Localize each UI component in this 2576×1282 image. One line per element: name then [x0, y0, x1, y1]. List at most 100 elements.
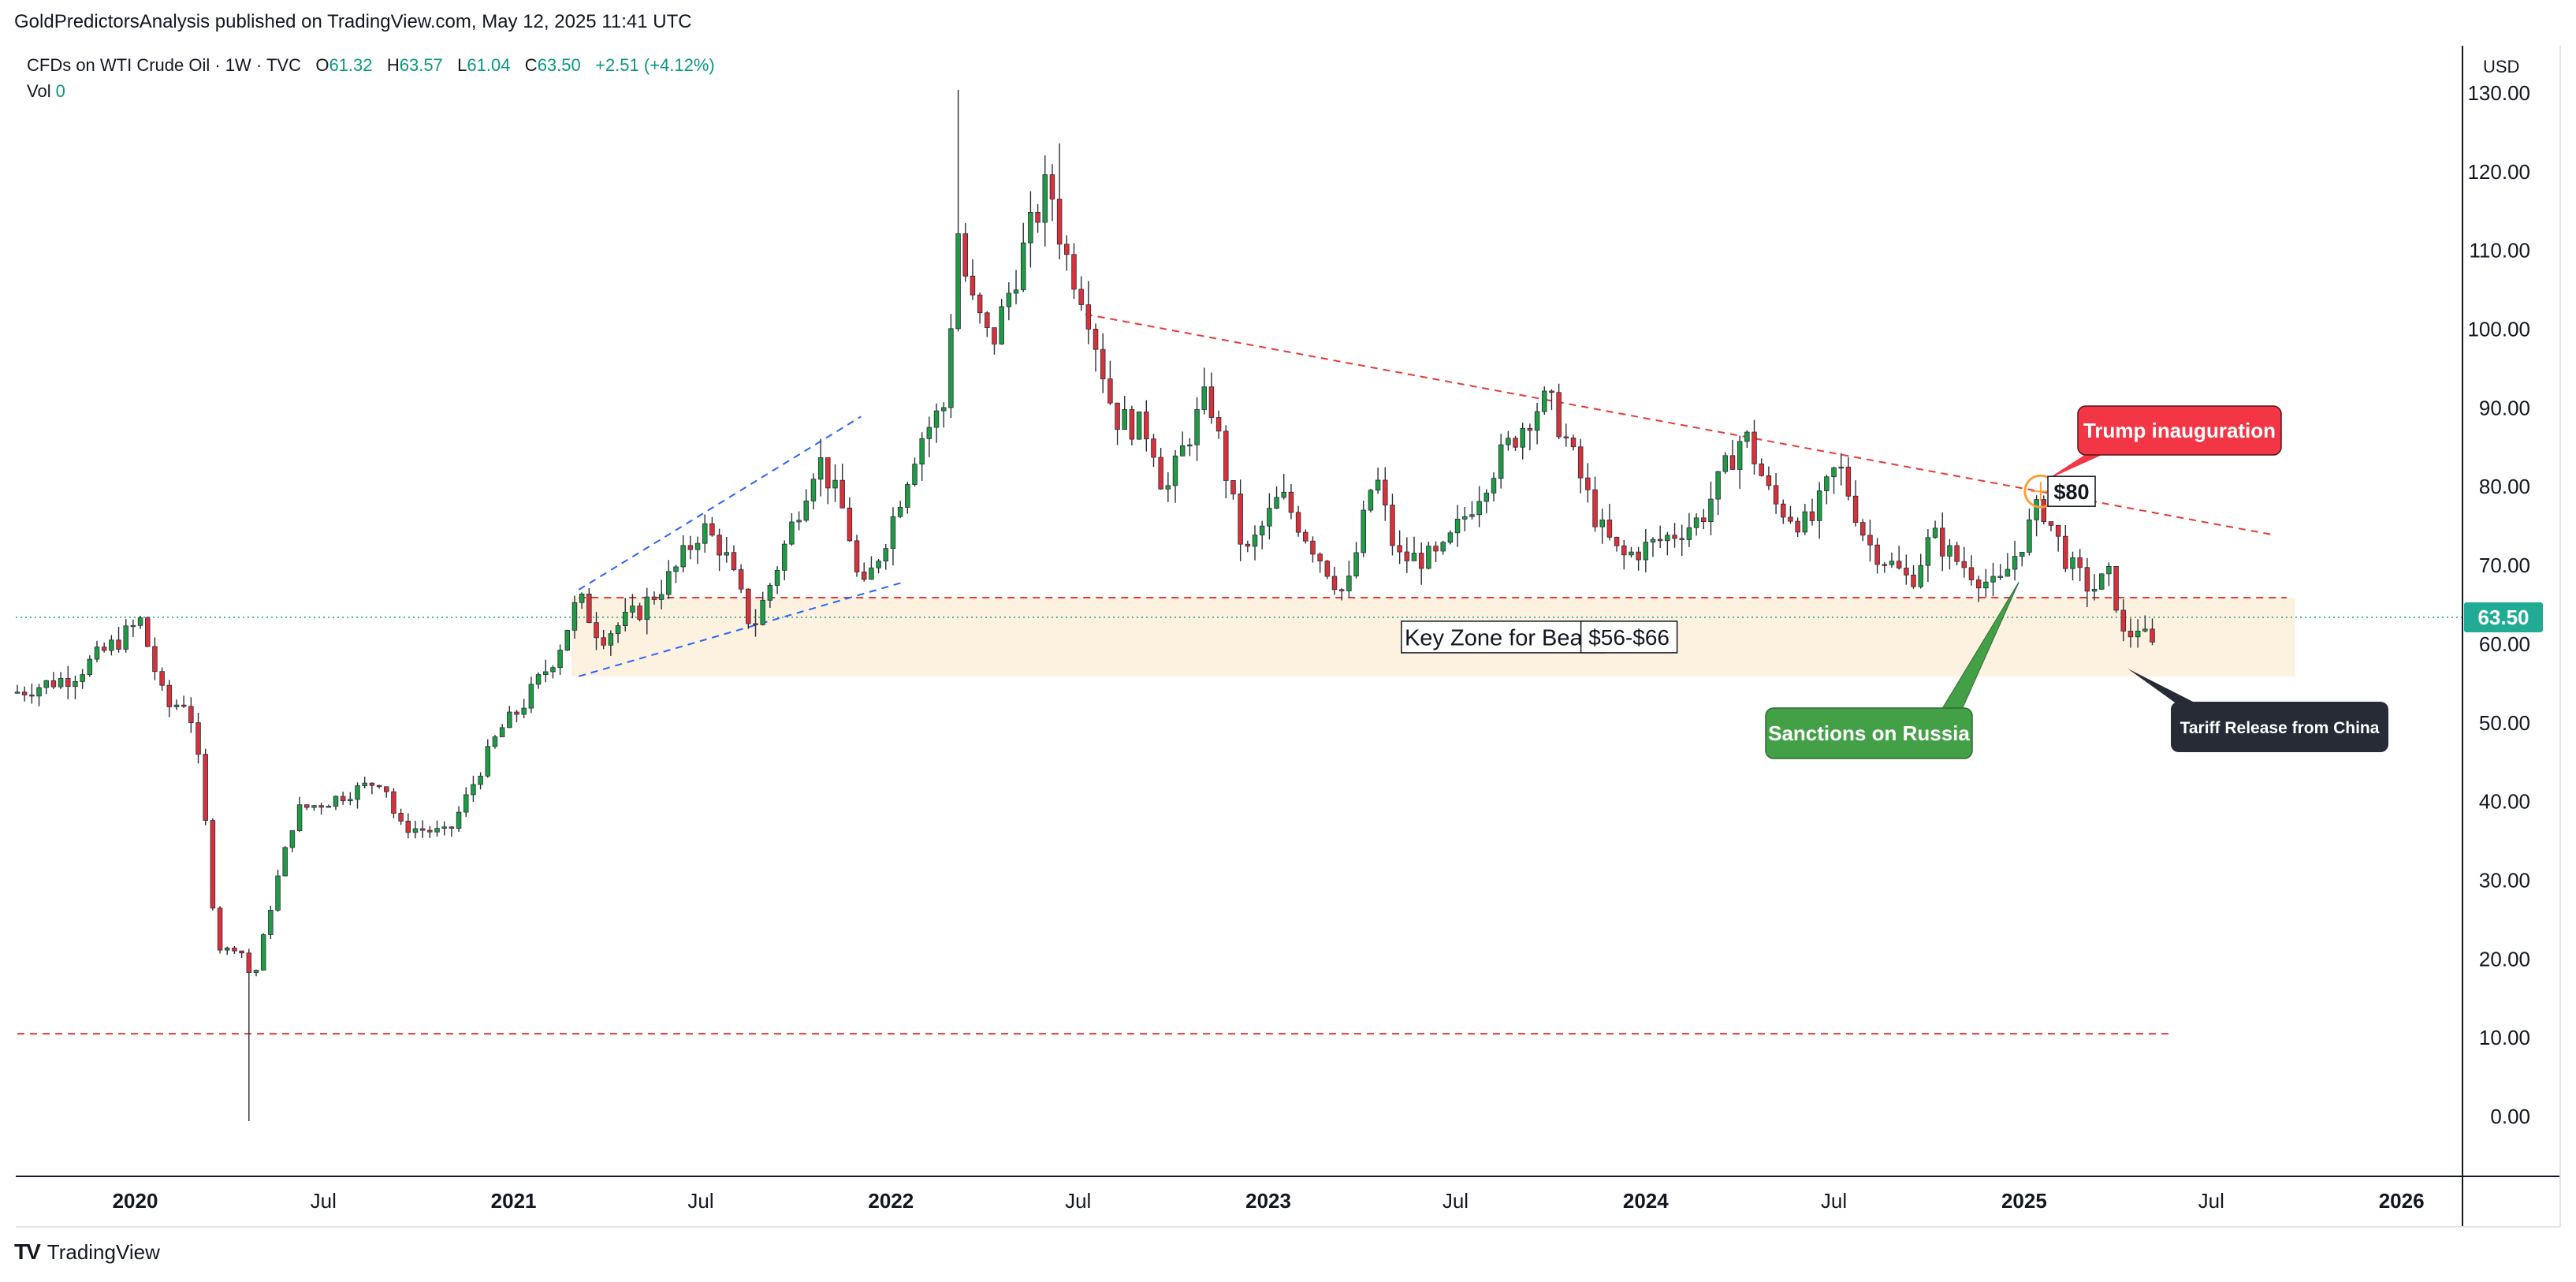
- candle-body: [471, 784, 476, 796]
- volume-legend: Vol 0: [27, 81, 65, 102]
- candle-body: [1020, 242, 1026, 291]
- zone-range-label: $56-$66: [1580, 621, 1678, 654]
- tariff-callout-text: Tariff Release from China: [2180, 719, 2380, 737]
- price-axis[interactable]: 0.00 10.00 20.00 30.00 40.00 50.00 60.00 70.00 8…: [2467, 81, 2530, 1128]
- candle-body: [478, 775, 483, 785]
- candle-body: [1845, 466, 1852, 497]
- candle-body: [1491, 478, 1497, 494]
- candle-body: [1831, 467, 1837, 478]
- candle-body: [434, 828, 440, 833]
- candle-body: [687, 545, 694, 550]
- candle-body: [1338, 589, 1345, 591]
- candle-body: [1042, 174, 1048, 223]
- candle-body: [1577, 446, 1584, 479]
- candle-body: [1093, 329, 1099, 350]
- candle-body: [1440, 542, 1446, 552]
- candle-body: [883, 548, 889, 562]
- candle-body: [1990, 576, 1996, 583]
- candle-body: [1013, 289, 1019, 294]
- last-price-badge-text: 63.50: [2477, 606, 2529, 629]
- candle-body: [1737, 441, 1743, 470]
- candle-body: [738, 569, 744, 590]
- x-tick-label: 2026: [2379, 1189, 2425, 1213]
- candle-body: [897, 507, 903, 517]
- open-label: O: [315, 55, 329, 75]
- candle-body: [550, 667, 556, 673]
- symbol-legend: CFDs on WTI Crude Oil · 1W · TVC O61.32 …: [27, 55, 715, 76]
- candle-body: [1411, 553, 1417, 561]
- candle-body: [1606, 520, 1613, 538]
- currency-button[interactable]: USD: [2483, 57, 2520, 76]
- candle-body: [839, 479, 845, 509]
- candle-body: [2077, 557, 2083, 568]
- candle-body: [673, 566, 679, 572]
- candle-body: [1643, 542, 1649, 561]
- candle-body: [1961, 561, 1967, 568]
- candle-body: [1078, 289, 1084, 305]
- candle-body: [499, 727, 505, 737]
- candle-body: [1744, 431, 1750, 442]
- candle-body: [847, 507, 853, 542]
- candle-body: [1115, 402, 1120, 430]
- candle-body: [1520, 427, 1525, 448]
- vol-label[interactable]: Vol: [27, 81, 51, 101]
- candle-body: [73, 680, 78, 688]
- annotations-layer: Key Zone for Bears$56-$66 Trump inaugurat…: [1401, 405, 2388, 759]
- candle-body: [304, 804, 310, 808]
- tradingview-logo[interactable]: TV TradingView: [14, 1239, 160, 1265]
- candle-body: [1071, 254, 1077, 290]
- candle-body: [427, 829, 433, 833]
- candle-body: [1136, 411, 1142, 440]
- symbol-name[interactable]: CFDs on WTI Crude Oil · 1W · TVC: [27, 55, 301, 75]
- candle-body: [1549, 390, 1554, 393]
- candle-body: [1122, 408, 1127, 430]
- candle-body: [1860, 522, 1866, 536]
- channel-lower: [578, 581, 905, 677]
- candle-body: [817, 457, 824, 480]
- candle-body: [203, 754, 208, 821]
- candle-body: [1629, 551, 1634, 556]
- candle-body: [637, 606, 642, 621]
- candle-body: [239, 950, 244, 954]
- drawing-lines: [16, 313, 2462, 1035]
- publish-header: GoldPredictorsAnalysis published on Trad…: [14, 11, 692, 32]
- candle-body: [1657, 539, 1663, 542]
- candle-body: [912, 464, 918, 485]
- x-tick-label: 2023: [1245, 1189, 1291, 1213]
- y-tick-label: 90.00: [2479, 396, 2530, 419]
- candle-body: [579, 593, 585, 603]
- candle-body: [702, 523, 708, 544]
- candle-body: [2135, 630, 2141, 638]
- candle-body: [1918, 565, 1923, 587]
- candle-body: [2127, 631, 2134, 638]
- candle-body: [962, 233, 969, 277]
- eighty-label: $80: [2047, 475, 2096, 507]
- candle-body: [260, 934, 266, 971]
- candle-body: [1252, 535, 1258, 547]
- candle-body: [1230, 480, 1236, 494]
- sanctions-callout-pointer: [1940, 581, 2019, 712]
- candle-body: [1665, 535, 1670, 542]
- candle-body: [1614, 536, 1620, 546]
- eighty-label-text: $80: [2054, 480, 2090, 504]
- candle-body: [1997, 576, 2003, 578]
- candle-body: [29, 695, 35, 697]
- candle-body: [746, 588, 751, 624]
- candle-body: [1852, 495, 1859, 524]
- candle-body: [2070, 557, 2075, 569]
- candle-body: [948, 328, 954, 408]
- candle-body: [694, 542, 701, 550]
- candle-body: [2113, 565, 2119, 611]
- x-tick-label: 2022: [868, 1189, 914, 1213]
- last-price-badge-box: [2464, 602, 2543, 632]
- candle-body: [803, 500, 810, 521]
- candle-body: [188, 706, 194, 723]
- candle-body: [94, 647, 100, 660]
- x-tick-label: Jul: [1442, 1189, 1469, 1213]
- sanctions-callout-text: Sanctions on Russia: [1768, 721, 1970, 745]
- candle-body: [289, 830, 296, 848]
- time-axis[interactable]: 2020 Jul 2021 Jul 2022 Jul 2023 Jul 2024 Jul 2025 J…: [113, 1189, 2425, 1213]
- candle-body: [514, 711, 519, 715]
- candle-body: [1172, 455, 1178, 486]
